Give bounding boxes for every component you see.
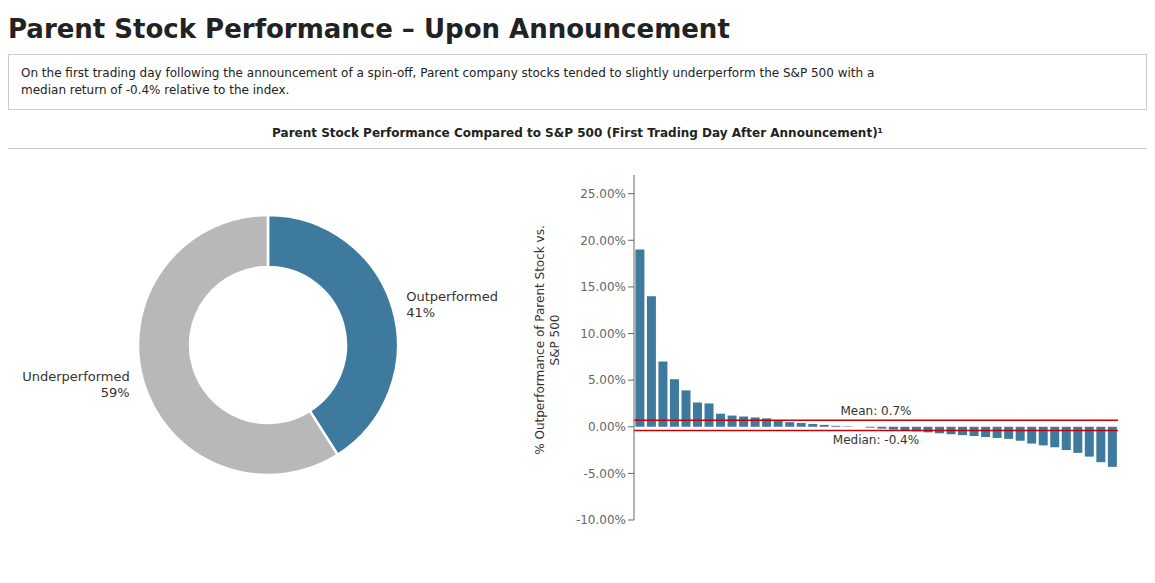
svg-text:5.00%: 5.00% xyxy=(588,373,626,387)
html-text:On the first trading day follo: On the first trading day following the a… xyxy=(21,66,875,97)
svg-text:25.00%: 25.00% xyxy=(580,187,626,201)
svg-text:-10.00%: -10.00% xyxy=(576,513,626,527)
html-text:Parent Stock Performance Compa: Parent Stock Performance Compared to S&P… xyxy=(272,126,883,140)
svg-text:Mean: 0.7%: Mean: 0.7% xyxy=(840,404,911,418)
svg-text:Outperformed41%: Outperformed41% xyxy=(406,289,498,320)
svg-text:0.00%: 0.00% xyxy=(588,420,626,434)
html-text:% Outperformance of Parent Sto: % Outperformance of Parent Stock vs. S&P… xyxy=(533,225,562,455)
svg-text:Median: -0.4%: Median: -0.4% xyxy=(833,433,919,447)
svg-text:-5.00%: -5.00% xyxy=(584,467,626,481)
svg-text:15.00%: 15.00% xyxy=(580,280,626,294)
svg-text:20.00%: 20.00% xyxy=(580,234,626,248)
html-text:Parent Stock Performance – Upo: Parent Stock Performance – Upon Announce… xyxy=(8,14,730,44)
svg-text:Underperformed59%: Underperformed59% xyxy=(22,369,130,400)
svg-text:10.00%: 10.00% xyxy=(580,327,626,341)
